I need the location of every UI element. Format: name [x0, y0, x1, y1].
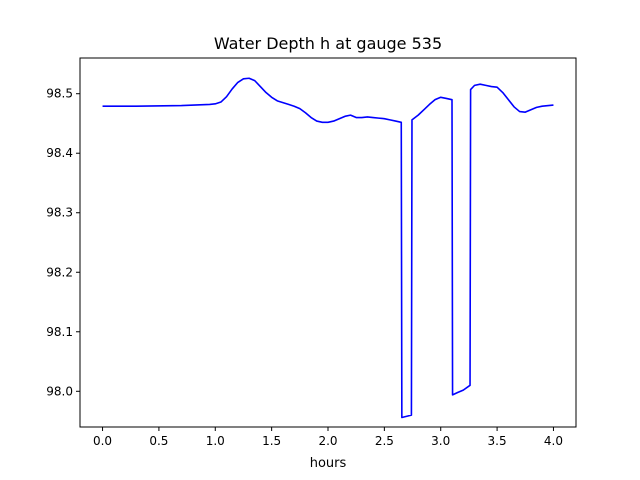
chart-title: Water Depth h at gauge 535 — [214, 34, 442, 53]
y-tick-label: 98.3 — [46, 206, 73, 220]
y-tick-label: 98.2 — [46, 265, 73, 279]
series-line-0 — [102, 77, 554, 419]
x-tick-label: 4.0 — [544, 434, 563, 448]
x-tick-label: 3.0 — [431, 434, 450, 448]
x-tick-label: 0.5 — [149, 434, 168, 448]
y-tick-label: 98.0 — [46, 384, 73, 398]
y-tick-label: 98.1 — [46, 325, 73, 339]
x-tick-label: 1.0 — [206, 434, 225, 448]
x-tick-label: 2.0 — [318, 434, 337, 448]
x-tick-label: 3.5 — [488, 434, 507, 448]
y-tick-label: 98.5 — [46, 87, 73, 101]
y-tick-label: 98.4 — [46, 146, 73, 160]
plot-area — [102, 77, 554, 419]
x-tick-label: 1.5 — [262, 434, 281, 448]
y-axis-ticks: 98.0 98.1 98.2 98.3 98.4 98.5 — [46, 87, 80, 398]
x-axis-ticks: 0.0 0.5 1.0 1.5 2.0 2.5 3.0 3.5 4.0 — [93, 427, 563, 448]
x-tick-label: 0.0 — [93, 434, 112, 448]
x-tick-label: 2.5 — [375, 434, 394, 448]
x-axis-label: hours — [310, 456, 347, 471]
